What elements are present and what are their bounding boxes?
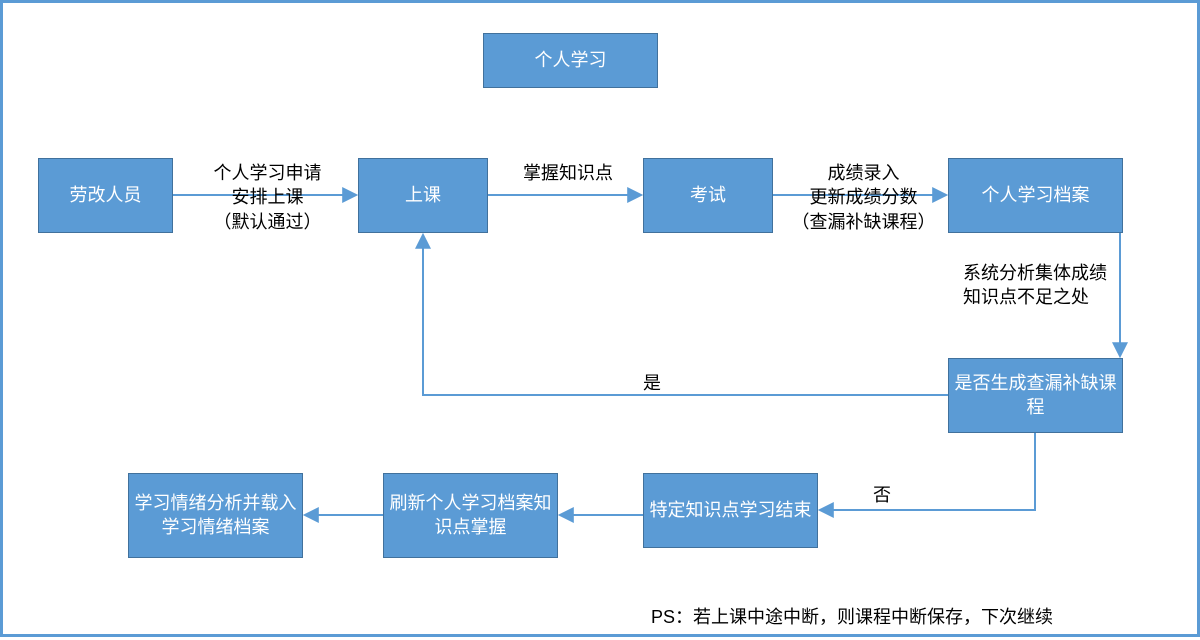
label-e4: 系统分析集体成绩知识点不足之处: [963, 261, 1118, 310]
node-exam: 考试: [643, 158, 773, 233]
node-refresh: 刷新个人学习档案知识点掌握: [383, 473, 558, 558]
label-e6: 否: [873, 483, 891, 507]
label-e3: 成绩录入 更新成绩分数 （查漏补缺课程）: [781, 161, 946, 234]
node-emotion: 学习情绪分析并载入学习情绪档案: [128, 473, 303, 558]
label-e5: 是: [643, 371, 661, 395]
node-class: 上课: [358, 158, 488, 233]
node-person: 劳改人员: [38, 158, 173, 233]
edge-decision-class: [423, 236, 948, 395]
node-decision: 是否生成查漏补缺课程: [948, 358, 1123, 433]
label-e2: 掌握知识点: [498, 161, 638, 185]
node-title: 个人学习: [483, 33, 658, 88]
node-profile: 个人学习档案: [948, 158, 1123, 233]
edge-decision-end: [821, 433, 1035, 510]
flowchart-container: 个人学习 劳改人员 上课 考试 个人学习档案 是否生成查漏补缺课程 特定知识点学…: [0, 0, 1200, 637]
label-e1: 个人学习申请 安排上课 （默认通过）: [180, 161, 355, 234]
footnote: PS：若上课中途中断，则课程中断保存，下次继续: [651, 603, 1053, 629]
node-end: 特定知识点学习结束: [643, 473, 818, 548]
